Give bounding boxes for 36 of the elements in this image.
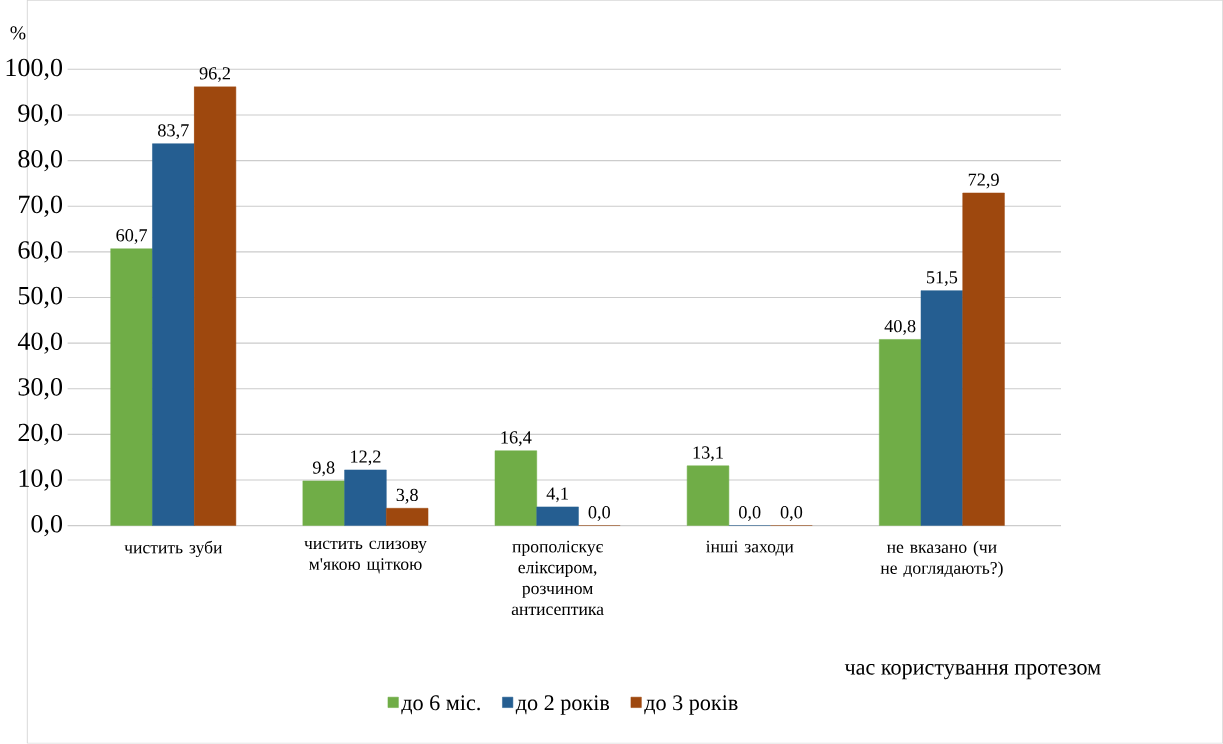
y-tick-label: 100,0 — [6, 58, 63, 81]
x-tick-label: прополіскує еліксиром, розчином антисептика — [511, 540, 604, 616]
legend-label: до 6 міс. — [401, 695, 480, 715]
y-tick-label: 50,0 — [18, 287, 63, 309]
y-tick-label: 70,0 — [19, 195, 63, 218]
data-label: 40,8 — [884, 320, 916, 336]
data-label: 0,0 — [780, 506, 803, 522]
legend-label: до 2 років — [515, 695, 610, 715]
data-label: 51,5 — [926, 271, 958, 287]
y-tick-label: 10,0 — [19, 469, 63, 491]
data-label: 13,1 — [693, 446, 723, 462]
data-label: 83,7 — [158, 124, 189, 140]
y-tick-label: 90,0 — [18, 104, 63, 126]
y-tick-label: 0,0 — [31, 515, 63, 537]
y-tick-label: 80,0 — [18, 150, 63, 172]
data-label: 72,9 — [968, 173, 999, 189]
y-tick-label: 20,0 — [18, 423, 63, 446]
x-tick-label: не вказано (чи не доглядають?) — [880, 540, 1003, 578]
x-tick-label: інші заходи — [706, 540, 794, 556]
data-label: 0,0 — [739, 506, 761, 522]
y-tick-label: 40,0 — [17, 332, 63, 354]
y-axis-title: % — [10, 26, 26, 40]
y-tick-label: 60,0 — [18, 241, 63, 263]
x-tick-label: чистить слизову м'якою щіткою — [304, 540, 427, 574]
legend-label: до 3 років — [644, 695, 738, 715]
x-tick-label: чистить зуби — [124, 540, 223, 558]
data-label: 60,7 — [116, 229, 148, 245]
data-label: 4,1 — [546, 487, 568, 503]
data-label: 96,2 — [199, 67, 230, 83]
data-label: 3,8 — [396, 488, 418, 504]
y-tick-label: 30,0 — [18, 378, 63, 400]
data-label: 12,2 — [351, 450, 381, 466]
data-label: 9,8 — [312, 461, 335, 477]
data-label: 16,4 — [501, 431, 532, 447]
data-label: 0,0 — [588, 506, 611, 522]
x-axis-title: час користування протезом — [844, 664, 1101, 680]
